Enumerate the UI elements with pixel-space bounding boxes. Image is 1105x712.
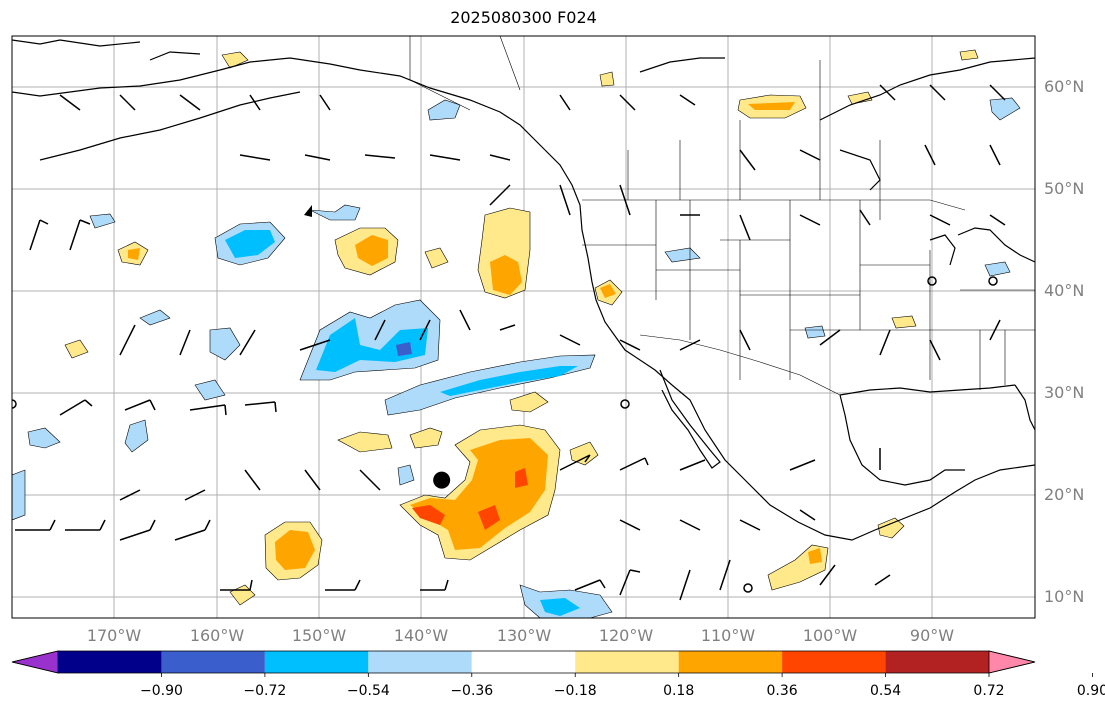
latitude-label: 60°N [1044,77,1085,96]
colorbar-extend-low [11,650,59,674]
colorbar-segment [678,651,783,673]
storm-position-marker [433,471,451,489]
longitude-label: 130°W [496,626,552,645]
longitude-label: 160°W [189,626,245,645]
longitude-label: 120°W [598,626,654,645]
colorbar-extend-high [988,650,1036,674]
colorbar-segment [58,651,162,673]
colorbar-tick-label: 0.90 [1076,683,1105,699]
coastlines-and-borders [12,39,1035,541]
longitude-label: 90°W [909,626,955,645]
colorbar-tick-label: −0.18 [553,683,597,699]
colorbar-tick-label: 0.72 [973,683,1005,699]
colorbar-tick-label: 0.54 [869,683,902,699]
longitude-label: 110°W [700,626,756,645]
longitude-label: 170°W [86,626,142,645]
map-title: 2025080300 F024 [450,8,597,27]
colorbar-tick-label: −0.36 [450,683,494,699]
wind-barbs [15,84,1006,601]
colorbar [11,650,1093,677]
map-frame [11,35,1036,619]
colorbar-tick-label: 0.18 [663,683,695,699]
colorbar-segment [471,651,576,673]
colorbar-segment [264,651,369,673]
latitude-label: 30°N [1044,383,1085,402]
colorbar-segment [782,651,886,673]
flag-barb [304,205,312,217]
colorbar-tick-label: 0.36 [766,683,798,699]
calm-wind-circles [12,276,998,593]
colorbar-segment [885,651,989,673]
colorbar-tick-label: −0.90 [139,683,183,699]
colorbar-segment [161,651,265,673]
latitude-label: 50°N [1044,179,1085,198]
political-borders [409,36,1035,396]
colorbar-segment [368,651,472,673]
latitude-label: 20°N [1044,485,1085,504]
longitude-label: 150°W [291,626,347,645]
longitude-label: 100°W [802,626,858,645]
colorbar-tick-label: −0.72 [243,683,287,699]
positive-anomaly-shading [64,49,979,606]
colorbar-segment [575,651,679,673]
latitude-label: 40°N [1044,281,1085,300]
colorbar-outline [11,650,1036,674]
negative-anomaly-shading [12,97,1021,618]
colorbar-tick-label: −0.54 [346,683,390,699]
latitude-label: 10°N [1044,587,1085,606]
longitude-label: 140°W [393,626,449,645]
